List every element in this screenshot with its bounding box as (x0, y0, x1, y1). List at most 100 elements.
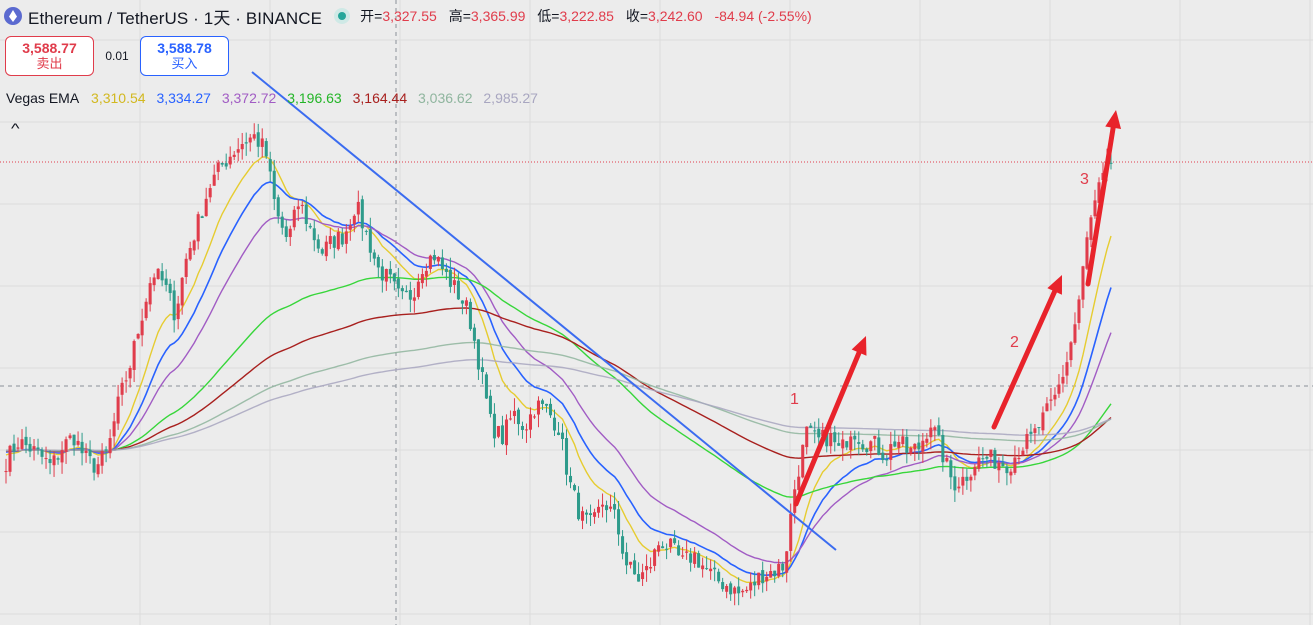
ema-line-2 (5, 181, 1112, 577)
annotation-arrow-shaft-3[interactable] (1085, 125, 1116, 287)
candle-up (841, 439, 845, 449)
candle-down (613, 504, 617, 510)
candle-down (877, 437, 881, 455)
candle-down (268, 159, 272, 172)
candle-up (1085, 237, 1089, 269)
candle-up (288, 228, 292, 238)
high-value: 3,365.99 (470, 8, 526, 24)
candle-up (216, 162, 220, 172)
candle-down (721, 582, 725, 590)
candle-down (308, 225, 312, 228)
candle-down (625, 552, 629, 566)
candle-down (905, 436, 909, 453)
close-value: 3,242.60 (648, 8, 703, 24)
candle-up (252, 134, 256, 139)
candle-down (276, 197, 280, 217)
candle-up (188, 248, 192, 260)
title-separator: · (230, 8, 246, 28)
buy-button[interactable]: 3,588.78 买入 (140, 36, 229, 76)
trendline[interactable] (251, 71, 837, 551)
candle-down (40, 449, 44, 457)
annotation-arrow-shaft-2[interactable] (991, 288, 1058, 430)
candle-down (36, 447, 40, 450)
candle-down (168, 283, 172, 294)
candle-down (568, 475, 573, 483)
sell-button[interactable]: 3,588.77 卖出 (5, 36, 94, 76)
candle-up (192, 240, 196, 251)
candle-down (264, 141, 268, 157)
ema-value-4: 3,196.63 (287, 90, 342, 106)
candle-down (1109, 162, 1113, 164)
close-label: 收= (625, 8, 649, 24)
buy-price: 3,588.78 (157, 40, 212, 56)
candle-up (757, 572, 761, 586)
indicator-legend[interactable]: Vegas EMA 3,310.54 3,334.27 3,372.72 3,1… (6, 90, 545, 106)
sell-price: 3,588.77 (22, 40, 77, 56)
candle-up (60, 450, 64, 463)
candle-up (1093, 200, 1097, 217)
exchange-label: BINANCE (245, 8, 323, 28)
candle-up (124, 380, 128, 382)
candle-up (641, 572, 645, 580)
candle-down (585, 512, 589, 515)
candle-up (657, 545, 661, 552)
candle-up (597, 506, 601, 513)
candle-up (629, 561, 633, 565)
candle-up (829, 433, 833, 447)
indicator-name: Vegas EMA (6, 90, 80, 106)
candle-up (536, 400, 541, 415)
candle-up (929, 427, 933, 438)
chevron-up-icon[interactable]: ^ (11, 120, 20, 136)
candle-down (813, 430, 817, 432)
annotation-arrow-head-1 (851, 336, 867, 356)
candle-down (941, 434, 945, 463)
candle-up (921, 440, 925, 452)
candle-up (1053, 394, 1057, 400)
candle-up (236, 149, 240, 153)
candle-up (496, 426, 500, 437)
candle-up (889, 444, 893, 460)
candle-up (508, 418, 512, 420)
candle-up (1045, 403, 1049, 412)
candle-up (609, 506, 613, 509)
candle-up (196, 214, 200, 242)
candle-down (396, 278, 400, 289)
candle-up (957, 486, 961, 489)
candle-down (28, 443, 32, 452)
candle-down (320, 249, 324, 254)
candle-down (380, 266, 384, 281)
candle-down (92, 458, 96, 473)
high-label: 高= (448, 8, 471, 24)
candle-down (753, 581, 757, 586)
candle-up (805, 426, 809, 448)
candle-down (364, 230, 368, 232)
candle-up (416, 281, 420, 297)
candle-down (857, 442, 861, 444)
annotation-arrow-shaft-1[interactable] (793, 350, 862, 507)
candle-up (180, 277, 184, 306)
annotation-arrow-head-3 (1105, 110, 1122, 130)
candle-down (500, 425, 504, 444)
candle-down (492, 413, 496, 439)
candle-up (8, 445, 12, 472)
candle-up (1025, 434, 1029, 449)
candle-down (717, 571, 721, 582)
candle-down (572, 485, 577, 491)
candle-down (737, 586, 741, 594)
ema-line-5 (5, 307, 1112, 459)
candle-up (1061, 376, 1065, 384)
symbol-title[interactable]: Ethereum / TetherUS · 1天 · BINANCE (28, 4, 322, 29)
candle-down (673, 538, 677, 544)
candle-up (789, 513, 793, 551)
candle-up (452, 280, 456, 286)
candle-down (388, 268, 392, 275)
candle-down (544, 403, 549, 406)
candle-up (701, 565, 705, 570)
candle-up (44, 458, 48, 460)
annotation-label-1: 1 (790, 391, 799, 408)
candle-up (933, 427, 937, 431)
candle-down (1001, 462, 1005, 466)
candle-up (412, 297, 416, 301)
candle-down (621, 536, 625, 554)
